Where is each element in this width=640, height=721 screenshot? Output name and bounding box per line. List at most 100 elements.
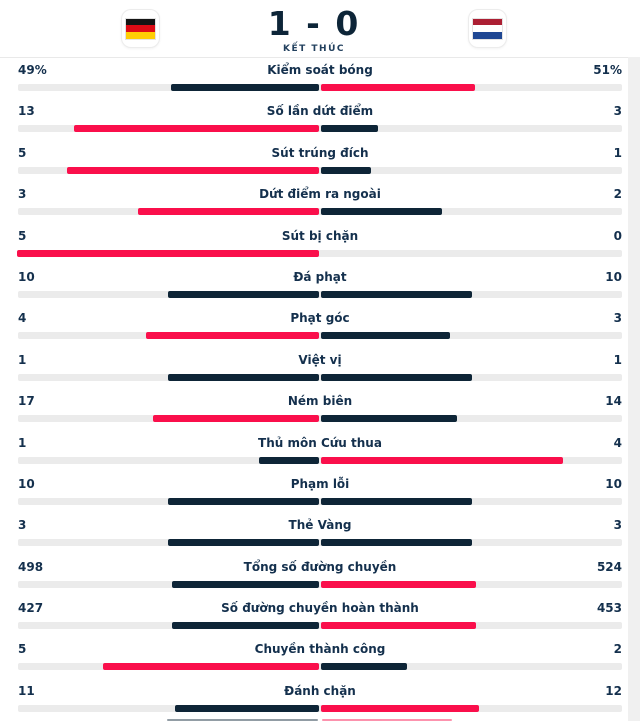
- away-value: 1: [613, 145, 622, 160]
- stat-bar-track: [18, 663, 622, 671]
- stat-row: 3 Dứt điểm ra ngoài 2: [0, 182, 628, 223]
- home-value: 1: [18, 435, 27, 450]
- away-bar: [321, 415, 458, 423]
- away-bar: [321, 539, 472, 547]
- away-value: 3: [613, 104, 622, 119]
- stat-bar-track: [18, 208, 622, 216]
- away-value: 4: [613, 435, 622, 450]
- stat-row: 427 Số đường chuyền hoàn thành 453: [0, 596, 628, 637]
- away-value: 14: [605, 394, 622, 409]
- stat-row: 1 Thủ môn Cứu thua 4: [0, 431, 628, 472]
- home-value: 5: [18, 228, 27, 243]
- statistics-panel: 49% Kiểm soát bóng 51% 13 Số lần dứt điểm 3 5 S…: [0, 57, 628, 721]
- home-bar: [73, 125, 319, 133]
- stat-row: 13 Số lần dứt điểm 3: [0, 99, 628, 140]
- stat-label: Kiểm soát bóng: [267, 63, 373, 77]
- stat-row: 17 Ném biên 14: [0, 389, 628, 430]
- stat-row: 5 Sút bị chặn 0: [0, 224, 628, 265]
- away-value: 524: [596, 559, 622, 574]
- home-bar: [103, 663, 319, 671]
- home-bar: [168, 373, 319, 381]
- away-value: 12: [605, 683, 622, 698]
- stat-row: 498 Tổng số đường chuyền 524: [0, 555, 628, 596]
- stat-row: 5 Chuyền thành công 2: [0, 637, 628, 678]
- away-bar: [321, 663, 408, 671]
- away-bar: [321, 456, 563, 464]
- stat-bar-track: [18, 497, 622, 505]
- home-value: 1: [18, 352, 27, 367]
- home-value: 10: [18, 476, 35, 491]
- stat-bar-track: [18, 415, 622, 423]
- stat-label: Sút bị chặn: [281, 228, 359, 243]
- home-bar: [168, 539, 319, 547]
- stat-bar-track: [18, 580, 622, 588]
- home-bar: [67, 166, 319, 174]
- away-bar: [321, 373, 472, 381]
- away-value: 51%: [593, 63, 622, 77]
- home-value: 13: [18, 104, 35, 119]
- home-team-flag-card: [121, 9, 160, 48]
- home-bar: [171, 580, 319, 588]
- stat-label: Thẻ Vàng: [288, 518, 352, 533]
- germany-flag-icon: [125, 17, 156, 40]
- stat-label: Đánh chặn: [284, 683, 356, 698]
- stat-bar-track: [18, 456, 622, 464]
- stat-row: 1 Việt vị 1: [0, 348, 628, 389]
- home-value: 5: [18, 642, 27, 657]
- stat-label: Đá phạt: [293, 269, 347, 284]
- away-value: 1: [613, 352, 622, 367]
- away-value: 3: [613, 518, 622, 533]
- cutoff-home-bar: [167, 719, 318, 721]
- germany-flag-stripe-black: [126, 18, 155, 26]
- germany-flag-stripe-red: [126, 25, 155, 32]
- away-bar: [321, 497, 472, 505]
- home-value: 3: [18, 187, 27, 202]
- home-bar: [146, 332, 319, 340]
- home-value: 11: [18, 683, 35, 698]
- home-value: 5: [18, 145, 27, 160]
- away-team-flag-card: [468, 9, 507, 48]
- home-value: 3: [18, 518, 27, 533]
- home-value: 49%: [18, 63, 47, 77]
- away-bar: [321, 84, 476, 91]
- away-bar: [321, 622, 477, 630]
- home-value: 10: [18, 269, 35, 284]
- away-bar: [321, 332, 451, 340]
- away-value: 10: [605, 269, 622, 284]
- home-bar: [168, 290, 319, 298]
- stat-label: Chuyền thành công: [254, 642, 386, 657]
- stat-bar-track: [18, 622, 622, 630]
- away-value: 0: [613, 228, 622, 243]
- stat-row: 11 Đánh chặn 12: [0, 679, 628, 720]
- match-status: KẾT THÚC: [283, 44, 345, 54]
- home-bar: [171, 84, 319, 91]
- stat-row: 4 Phạt góc 3: [0, 306, 628, 347]
- stat-label: Phạt góc: [290, 311, 350, 326]
- germany-flag-stripe-gold: [126, 31, 155, 39]
- match-header: 1 - 0 KẾT THÚC: [0, 0, 628, 57]
- score-block: 1 - 0 KẾT THÚC: [0, 0, 628, 54]
- home-bar: [137, 208, 319, 216]
- cutoff-next-row-bar: [0, 719, 628, 721]
- home-bar: [17, 249, 319, 257]
- stat-label: Số đường chuyền hoàn thành: [221, 601, 419, 616]
- away-value: 3: [613, 311, 622, 326]
- home-bar: [258, 456, 319, 464]
- home-bar: [174, 704, 319, 712]
- away-bar: [321, 125, 378, 133]
- home-value: 4: [18, 311, 27, 326]
- stat-bar-track: [17, 249, 622, 257]
- away-bar: [321, 166, 372, 174]
- stat-label: Phạm lỗi: [290, 476, 350, 491]
- netherlands-flag-stripe-blue: [473, 31, 502, 39]
- stat-bar-track: [18, 125, 622, 133]
- stat-row: 49% Kiểm soát bóng 51%: [0, 58, 628, 99]
- away-value: 2: [613, 642, 622, 657]
- stat-row: 3 Thẻ Vàng 3: [0, 513, 628, 554]
- home-value: 17: [18, 394, 35, 409]
- cutoff-away-bar: [322, 719, 452, 721]
- away-value: 2: [613, 187, 622, 202]
- netherlands-flag-stripe-red: [473, 18, 502, 26]
- stat-bar-track: [18, 166, 622, 174]
- netherlands-flag-icon: [472, 17, 503, 40]
